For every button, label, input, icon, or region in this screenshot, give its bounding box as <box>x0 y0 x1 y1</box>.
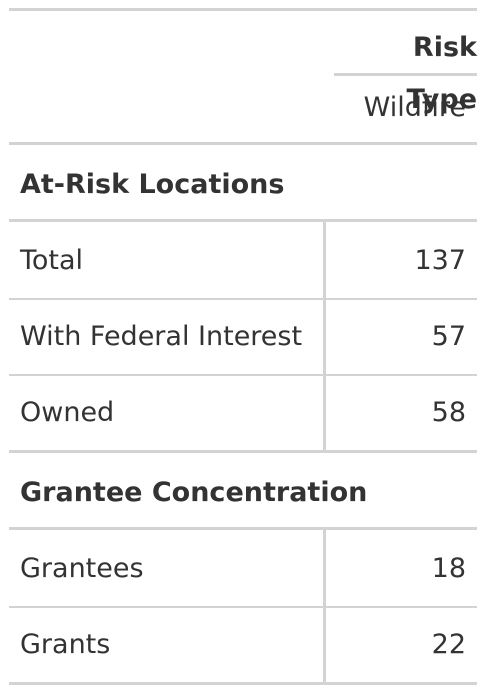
stub-divider <box>323 222 326 452</box>
group-rule <box>9 450 477 453</box>
row-value: 137 <box>414 245 466 276</box>
table-row: Grantees 18 <box>9 532 477 606</box>
table-row: With Federal Interest 57 <box>9 300 477 374</box>
group-label-at-risk-locations: At-Risk Locations <box>20 169 285 200</box>
group-label-grantee-concentration: Grantee Concentration <box>20 477 368 508</box>
row-label: Total <box>20 245 84 276</box>
row-rule <box>9 298 477 300</box>
header-bottom-rule <box>9 142 477 145</box>
spanner-rule <box>334 73 477 76</box>
table-bottom-rule <box>9 682 477 685</box>
row-label: Grantees <box>20 553 144 584</box>
row-rule <box>9 606 477 608</box>
row-rule <box>9 374 477 376</box>
row-value: 58 <box>431 397 466 428</box>
group-rule <box>9 527 477 530</box>
row-value: 22 <box>431 629 466 660</box>
row-value: 18 <box>431 553 466 584</box>
group-rule <box>9 219 477 222</box>
table-top-rule <box>9 8 477 11</box>
column-header-wildfire: Wildfire <box>363 92 466 123</box>
spanner-header: Risk Type <box>406 32 477 115</box>
table-row: Owned 58 <box>9 376 477 450</box>
row-label: Owned <box>20 397 115 428</box>
row-value: 57 <box>431 321 466 352</box>
row-label: With Federal Interest <box>20 321 303 352</box>
table-row: Total 137 <box>9 224 477 298</box>
table-row: Grants 22 <box>9 608 477 682</box>
row-label: Grants <box>20 629 111 660</box>
